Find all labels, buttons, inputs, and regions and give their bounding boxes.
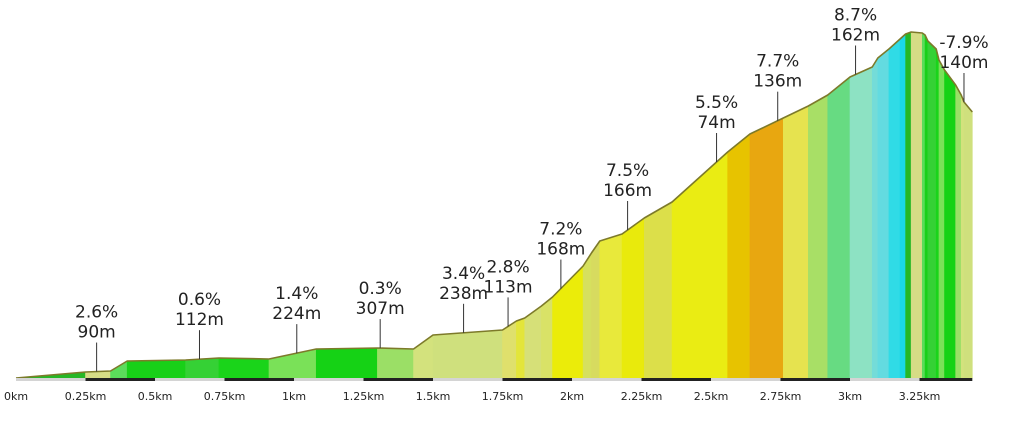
axis-tick-label-14: 3.25km xyxy=(899,390,941,403)
profile-segment-23 xyxy=(727,133,751,379)
profile-segment-41 xyxy=(955,83,962,379)
axis-band-2 xyxy=(85,378,155,381)
profile-segment-32 xyxy=(899,33,906,379)
axis-band-4 xyxy=(224,378,294,381)
segment-length-10: 136m xyxy=(753,72,802,92)
segment-grade-4: 0.3% xyxy=(359,279,402,299)
profile-segment-13 xyxy=(516,317,526,379)
profile-fill-group xyxy=(15,31,973,379)
segment-length-2: 112m xyxy=(175,310,224,330)
axis-band-13 xyxy=(850,378,920,381)
profile-segment-37 xyxy=(927,40,937,379)
profile-segment-9 xyxy=(377,347,414,379)
segment-length-7: 168m xyxy=(536,240,585,260)
axis-band-8 xyxy=(502,378,572,381)
profile-segment-17 xyxy=(582,251,592,379)
segment-grade-8: 7.5% xyxy=(606,161,649,181)
profile-segment-29 xyxy=(871,56,879,379)
profile-segment-33 xyxy=(905,31,912,379)
axis-band-9 xyxy=(572,378,642,381)
axis-tick-label-3: 0.5km xyxy=(138,390,173,403)
segment-label-group: 2.6%90m 0.6%112m 1.4%224m 0.3%307m 3.4%238m 2… xyxy=(75,6,989,372)
segment-grade-11: 8.7% xyxy=(834,6,877,26)
axis-tick-label-7: 1.5km xyxy=(416,390,451,403)
profile-segment-35 xyxy=(921,32,926,379)
axis-tick-label-9: 2km xyxy=(560,390,584,403)
profile-segment-36 xyxy=(924,34,929,379)
profile-segment-43 xyxy=(963,101,973,379)
segment-length-11: 162m xyxy=(831,26,880,46)
profile-segment-5 xyxy=(185,357,220,379)
profile-segment-21 xyxy=(643,201,673,379)
axis-band-10 xyxy=(641,378,711,381)
profile-segment-26 xyxy=(807,94,829,379)
segment-grade-1: 2.6% xyxy=(75,303,118,323)
profile-segment-24 xyxy=(749,117,784,379)
profile-segment-25 xyxy=(782,105,809,379)
distance-axis: 0km 0.25km 0.5km 0.75km 1km 1.25km 1.5km 1.75km… xyxy=(4,378,973,403)
segment-grade-6: 2.8% xyxy=(486,257,529,277)
segment-grade-9: 5.5% xyxy=(695,93,738,113)
segment-length-8: 166m xyxy=(603,181,652,201)
axis-tick-label-10: 2.25km xyxy=(621,390,663,403)
profile-segment-22 xyxy=(671,151,728,379)
profile-segment-15 xyxy=(541,296,553,379)
segment-length-12: 140m xyxy=(939,53,988,73)
axis-band-7 xyxy=(433,378,503,381)
segment-length-4: 307m xyxy=(356,299,405,319)
axis-band-12 xyxy=(780,378,850,381)
profile-outline-group xyxy=(15,31,973,379)
profile-segment-16 xyxy=(552,265,584,379)
profile-segment-34 xyxy=(910,31,923,379)
profile-segment-20 xyxy=(621,217,645,379)
axis-tick-label-12: 2.75km xyxy=(760,390,802,403)
axis-tick-label-5: 1km xyxy=(282,390,306,403)
axis-band-1 xyxy=(16,378,86,381)
segment-length-9: 74m xyxy=(697,113,735,133)
profile-segment-40 xyxy=(944,69,956,379)
segment-grade-7: 7.2% xyxy=(539,220,582,240)
profile-segment-38 xyxy=(935,48,940,379)
profile-segment-30 xyxy=(877,48,890,379)
axis-tick-label-1: 0km xyxy=(4,390,28,403)
axis-tick-label-2: 0.25km xyxy=(65,390,107,403)
segment-grade-10: 7.7% xyxy=(756,52,799,72)
profile-segment-28 xyxy=(849,66,873,379)
axis-tick-label-13: 3km xyxy=(838,390,862,403)
segment-grade-5: 3.4% xyxy=(442,264,485,284)
profile-segment-31 xyxy=(888,38,901,379)
segment-grade-12: -7.9% xyxy=(939,33,988,53)
segment-length-1: 90m xyxy=(78,323,116,343)
profile-segment-19 xyxy=(599,233,623,379)
segment-length-6: 113m xyxy=(484,277,533,297)
axis-tick-label-6: 1.25km xyxy=(343,390,385,403)
axis-tick-label-4: 0.75km xyxy=(204,390,246,403)
axis-band-6 xyxy=(363,378,433,381)
profile-segment-11 xyxy=(432,329,503,379)
segment-grade-2: 0.6% xyxy=(178,290,221,310)
segment-grade-3: 1.4% xyxy=(275,284,318,304)
profile-segment-42 xyxy=(960,94,965,379)
axis-band-5 xyxy=(294,378,364,381)
axis-band-11 xyxy=(711,378,781,381)
profile-outline xyxy=(15,31,973,379)
axis-tick-label-8: 1.75km xyxy=(482,390,524,403)
profile-segment-27 xyxy=(827,76,851,379)
axis-band-3 xyxy=(155,378,225,381)
profile-segment-6 xyxy=(218,357,270,379)
profile-segment-39 xyxy=(938,58,945,379)
axis-band-14 xyxy=(919,378,973,381)
profile-segment-8 xyxy=(315,347,378,379)
segment-length-5: 238m xyxy=(439,284,488,304)
axis-tick-label-11: 2.5km xyxy=(694,390,729,403)
profile-segment-18 xyxy=(591,240,601,379)
segment-length-3: 224m xyxy=(272,304,321,324)
profile-segment-4 xyxy=(126,359,186,379)
